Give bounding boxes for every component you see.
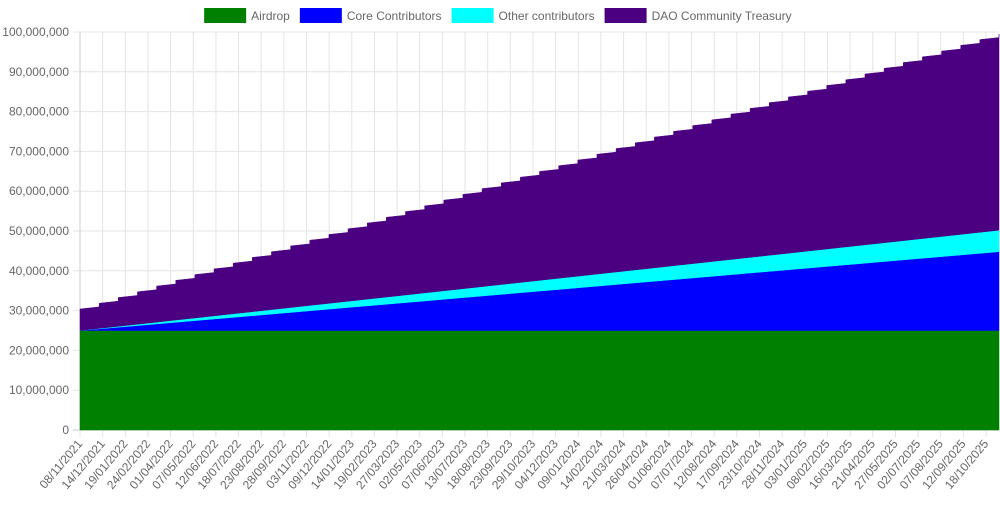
legend-label: Airdrop — [251, 9, 290, 23]
y-tick-label: 70,000,000 — [9, 144, 69, 158]
x-axis: 08/11/202114/12/202119/01/202224/02/2022… — [37, 437, 992, 492]
legend-label: Other contributors — [499, 9, 595, 23]
legend-label: DAO Community Treasury — [652, 9, 792, 23]
y-tick-label: 50,000,000 — [9, 224, 69, 238]
y-tick-label: 30,000,000 — [9, 304, 69, 318]
y-axis: 0 10,000,000 20,000,000 30,000,000 40,000,00… — [2, 25, 69, 437]
area-airdrop — [79, 330, 1000, 431]
legend: Airdrop Core Contributors Other contributo… — [204, 8, 792, 23]
y-tick-label: 10,000,000 — [9, 383, 69, 397]
area-dao-community-treasury — [79, 33, 1000, 331]
legend-item: DAO Community Treasury — [604, 8, 792, 23]
legend-item: Core Contributors — [299, 8, 442, 23]
areas — [79, 33, 1000, 431]
legend-item: Other contributors — [451, 8, 595, 23]
legend-item: Airdrop — [204, 8, 290, 23]
y-tick-label: 0 — [62, 423, 69, 437]
legend-swatch — [451, 8, 494, 23]
y-tick-label: 100,000,000 — [2, 25, 69, 39]
y-tick-label: 40,000,000 — [9, 264, 69, 278]
legend-swatch — [204, 8, 247, 23]
y-tick-label: 90,000,000 — [9, 65, 69, 79]
y-tick-label: 20,000,000 — [9, 343, 69, 357]
legend-swatch — [604, 8, 647, 23]
y-tick-label: 60,000,000 — [9, 184, 69, 198]
legend-swatch — [299, 8, 342, 23]
legend-label: Core Contributors — [347, 9, 442, 23]
y-tick-label: 80,000,000 — [9, 105, 69, 119]
